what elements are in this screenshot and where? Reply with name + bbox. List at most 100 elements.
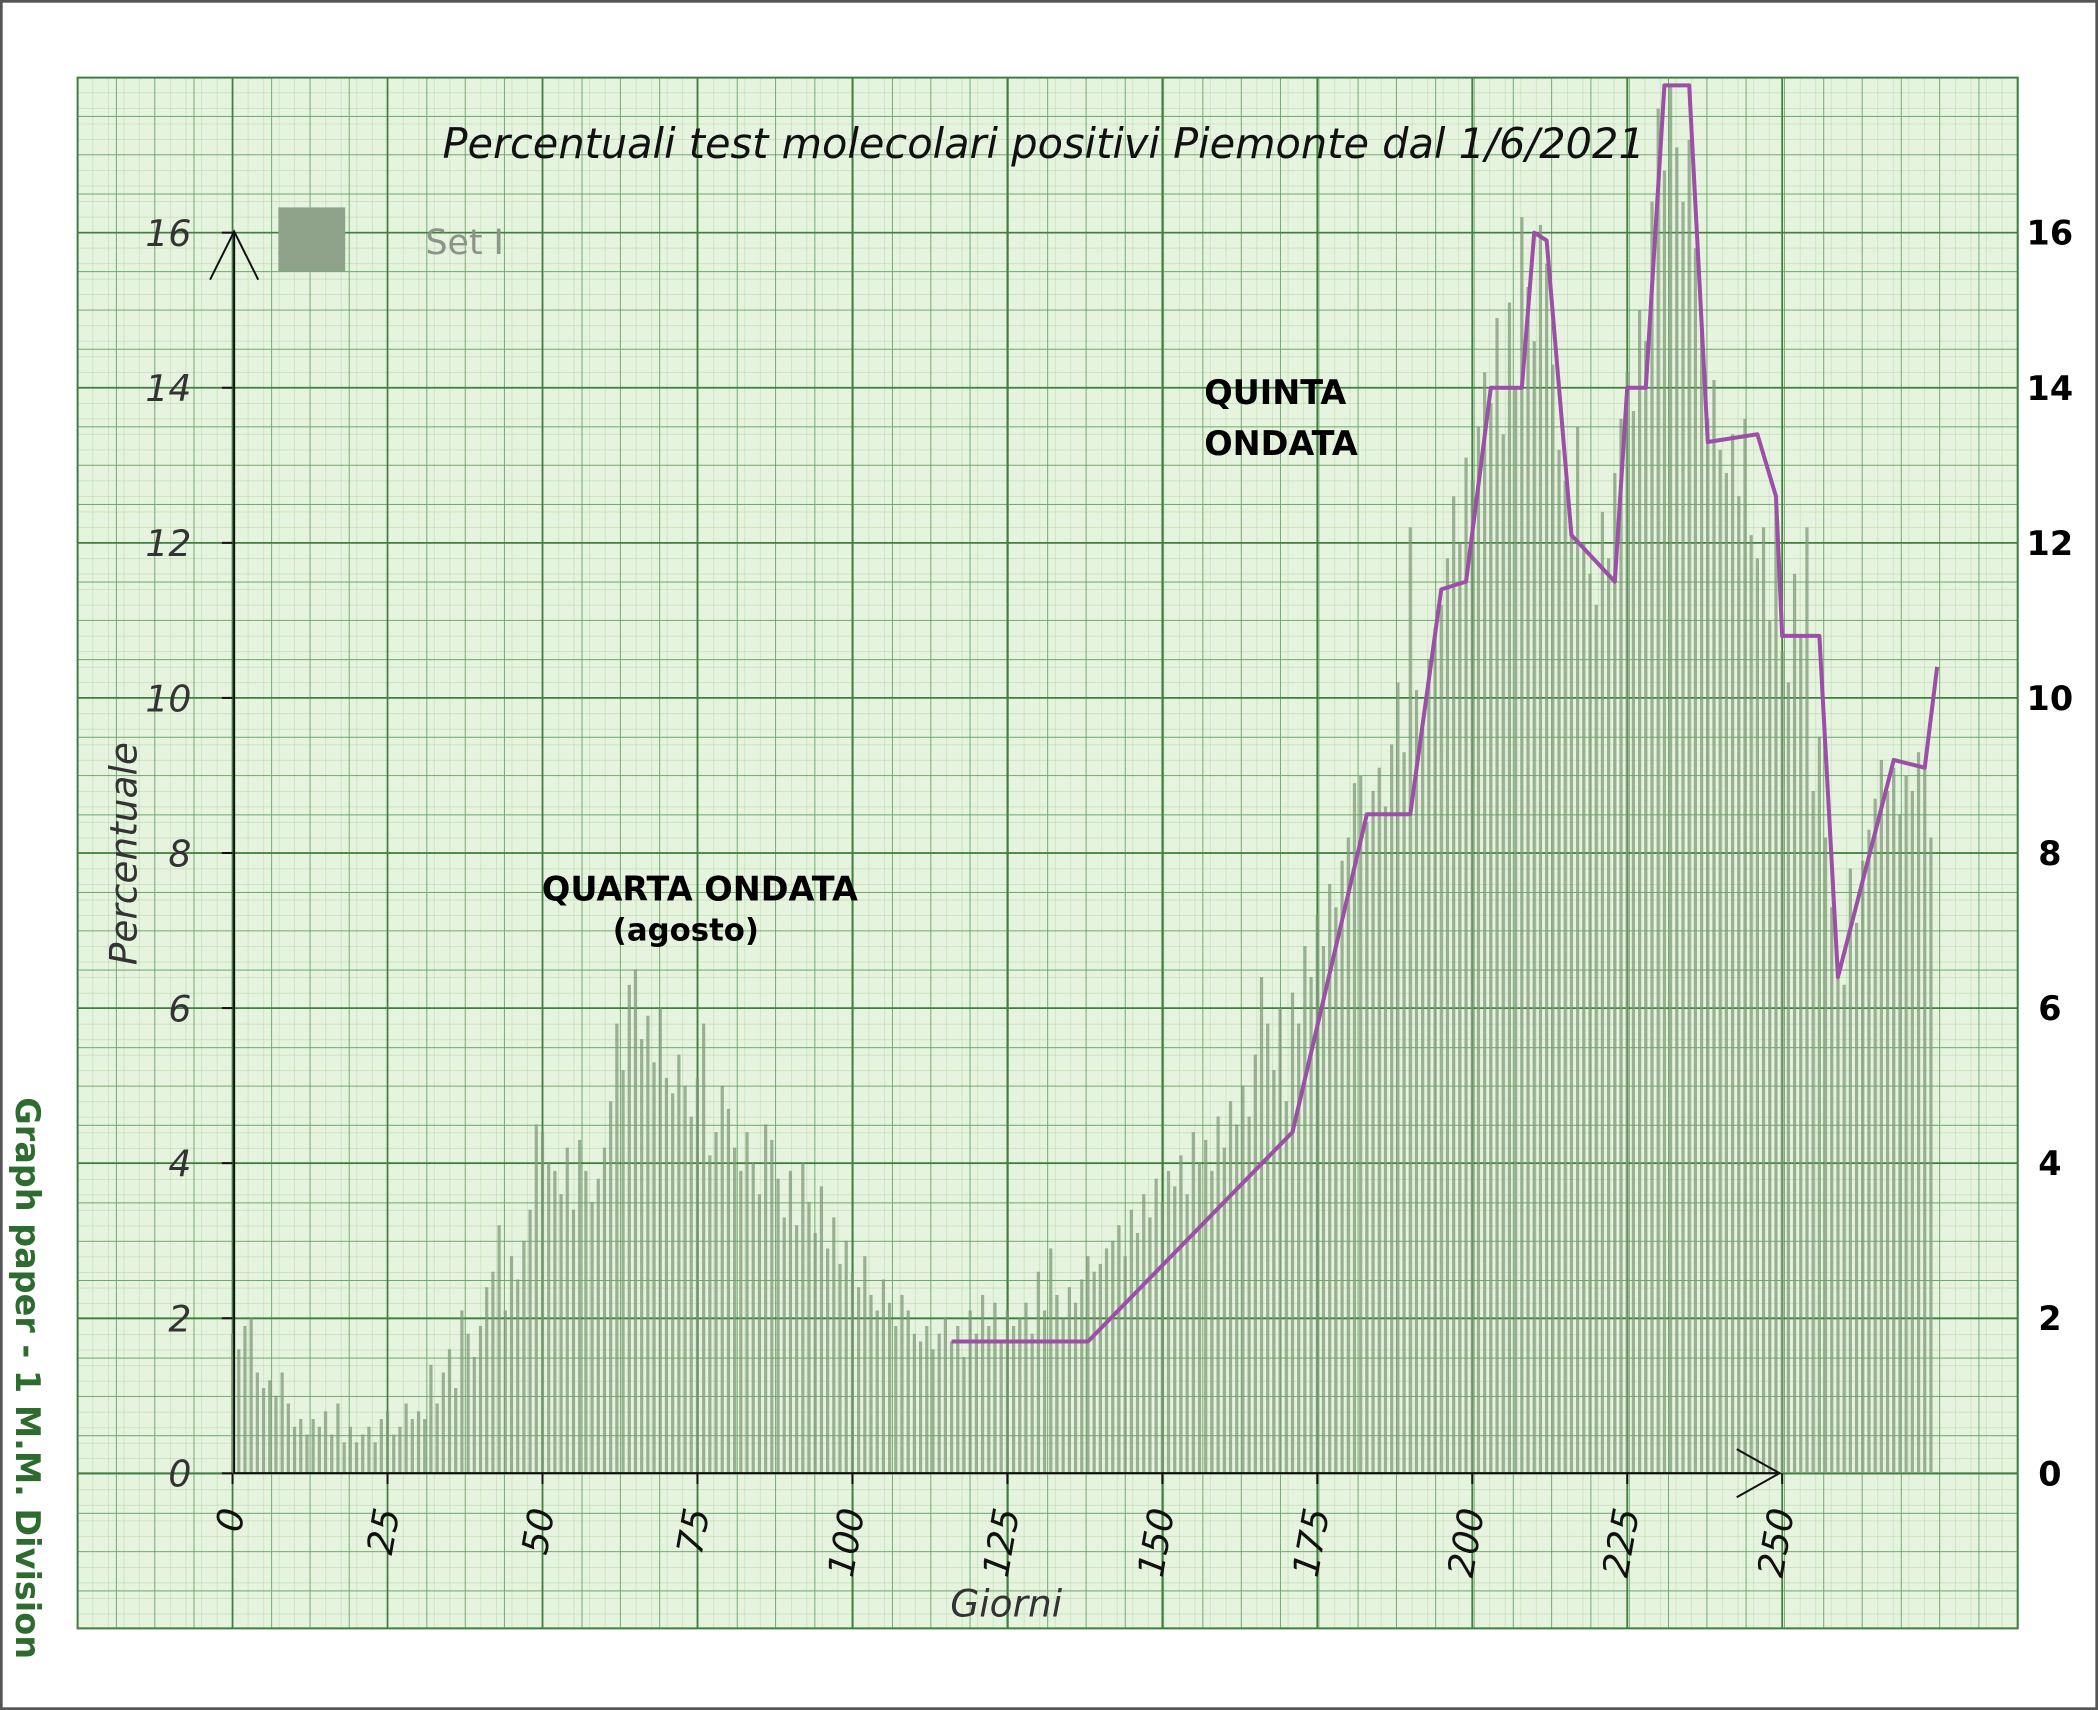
bar (497, 1225, 501, 1474)
bar (1650, 201, 1654, 1474)
bar (516, 1279, 520, 1474)
bar (1780, 651, 1784, 1474)
bar (1811, 790, 1815, 1474)
bar (1569, 527, 1574, 1474)
bar (342, 1442, 346, 1474)
bar (354, 1442, 359, 1474)
bar (1737, 496, 1741, 1474)
y2-tick-label: 10 (2027, 679, 2074, 718)
bar (1284, 1101, 1288, 1474)
bar (268, 1380, 272, 1474)
bar (764, 1124, 768, 1474)
bar (807, 1201, 811, 1474)
bar (1470, 480, 1474, 1474)
bar (1073, 1302, 1078, 1474)
bar (1792, 573, 1797, 1474)
axes (209, 229, 1782, 1499)
bar (1836, 961, 1840, 1474)
bar (1408, 527, 1412, 1474)
bar (491, 1271, 495, 1474)
bar (1538, 224, 1543, 1474)
bar (559, 1194, 563, 1474)
bar (658, 1008, 662, 1474)
bar (274, 1395, 278, 1474)
bar (1638, 310, 1642, 1474)
bar (695, 1077, 700, 1474)
bar (1414, 690, 1419, 1474)
bar (1049, 1248, 1053, 1474)
bar (943, 1318, 947, 1474)
bar (1309, 977, 1313, 1474)
y-tick-label: 6 (168, 987, 191, 1030)
y2-tick-label: 2 (2038, 1299, 2061, 1338)
bar (571, 1209, 576, 1474)
bar (1402, 752, 1406, 1474)
bar (1526, 286, 1530, 1474)
bar (671, 1093, 675, 1474)
bar (596, 1178, 600, 1474)
bar (1303, 946, 1307, 1474)
bar (286, 1403, 290, 1474)
bar (1210, 1170, 1214, 1474)
y2-tick-label: 14 (2027, 369, 2074, 408)
bar (956, 1325, 960, 1474)
bar (826, 1248, 830, 1474)
bar (1693, 248, 1698, 1474)
bar (708, 1155, 712, 1474)
bar (615, 1023, 619, 1474)
bar (720, 1085, 724, 1474)
bar (423, 1419, 427, 1474)
y-tick-label: 10 (145, 677, 191, 720)
bar (968, 1310, 972, 1474)
bar (367, 1426, 371, 1474)
bar (1123, 1256, 1127, 1474)
bar (1272, 1070, 1276, 1474)
bar (770, 1139, 774, 1474)
bar (795, 1225, 799, 1474)
bar (385, 1411, 390, 1474)
bar (664, 1077, 669, 1474)
chart-title: Percentuali test molecolari positivi Pie… (442, 120, 1644, 168)
bar (249, 1318, 253, 1474)
bar (1799, 635, 1803, 1474)
bar (1340, 860, 1344, 1474)
bar (1259, 977, 1264, 1474)
bar (1328, 884, 1332, 1474)
bar (348, 1426, 352, 1474)
bar (478, 1325, 483, 1474)
bar (974, 1333, 978, 1474)
bar (447, 1349, 452, 1474)
bar (1885, 790, 1890, 1474)
bar (323, 1411, 328, 1474)
bar (230, 1333, 235, 1474)
bar (739, 1170, 743, 1474)
bar (1030, 1333, 1034, 1474)
bar (1786, 682, 1790, 1474)
bar (1148, 1217, 1152, 1474)
side-note: Graph paper - 1 M.M. Division (8, 1097, 47, 1659)
bar (1142, 1194, 1146, 1474)
y2-tick-label: 16 (2027, 214, 2074, 253)
bar (485, 1287, 489, 1474)
bar (931, 1349, 935, 1474)
bar (1185, 1194, 1189, 1474)
y-tick-label: 4 (168, 1143, 191, 1186)
bar (1755, 558, 1759, 1474)
bar (1235, 1124, 1239, 1474)
y-tick-label: 16 (145, 212, 191, 255)
bar (1005, 1310, 1009, 1474)
bar (237, 1349, 241, 1474)
bar (509, 1256, 514, 1474)
bar (1018, 1318, 1022, 1474)
bar (1433, 628, 1437, 1474)
x-tick-label: 25 (358, 1505, 408, 1558)
bar (912, 1333, 917, 1474)
bar (1359, 775, 1363, 1474)
y-tick-label: 14 (145, 367, 191, 410)
bar (1929, 837, 1933, 1474)
bar (1761, 527, 1766, 1474)
bar (677, 1054, 681, 1474)
bar (1892, 767, 1896, 1474)
bar (1166, 1170, 1171, 1474)
bar (1080, 1279, 1084, 1474)
